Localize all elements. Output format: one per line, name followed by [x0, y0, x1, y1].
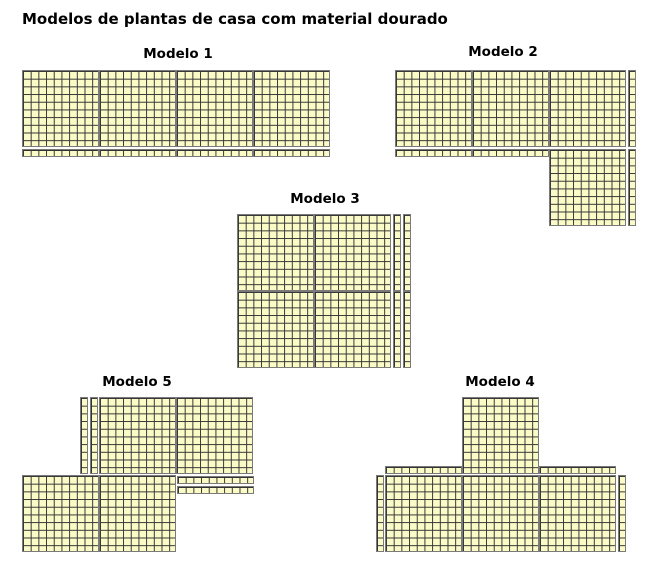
model-4-flat-block	[462, 397, 539, 474]
model-1-rod-block	[176, 149, 253, 157]
model-5-rod-block	[177, 486, 254, 494]
model-1-label: Modelo 1	[143, 46, 213, 62]
model-3-rod-block	[393, 214, 401, 291]
model-2-flat-block	[395, 70, 472, 147]
model-2-flat-block	[549, 70, 626, 147]
model-3-label: Modelo 3	[290, 191, 360, 207]
model-4-rod-block	[376, 475, 384, 552]
model-2-rod-block	[395, 149, 472, 157]
model-3-flat-block	[314, 291, 391, 368]
model-1-rod-block	[253, 149, 330, 157]
model-2-rod-block	[628, 70, 636, 147]
model-4-rod-block	[618, 475, 626, 552]
model-2-flat-block	[549, 149, 626, 226]
model-4-flat-block	[539, 475, 616, 552]
model-5-rod-block	[90, 397, 98, 474]
model-3-rod-block	[403, 214, 411, 291]
model-1-rod-block	[22, 149, 99, 157]
page-title: Modelos de plantas de casa com material …	[22, 10, 448, 28]
model-4-rod-block	[385, 466, 462, 474]
model-5-flat-block	[99, 397, 176, 474]
model-3-flat-block	[237, 214, 314, 291]
model-3-flat-block	[237, 291, 314, 368]
model-5-rod-block	[177, 476, 254, 484]
model-2-flat-block	[472, 70, 549, 147]
model-1-flat-block	[176, 70, 253, 147]
model-4-flat-block	[385, 475, 462, 552]
model-5-flat-block	[99, 475, 176, 552]
model-4-label: Modelo 4	[465, 374, 535, 390]
model-4-rod-block	[539, 466, 616, 474]
model-3-rod-block	[403, 291, 411, 368]
model-3-flat-block	[314, 214, 391, 291]
model-1-flat-block	[99, 70, 176, 147]
model-5-rod-block	[80, 397, 88, 474]
model-1-flat-block	[253, 70, 330, 147]
model-1-rod-block	[99, 149, 176, 157]
model-5-flat-block	[176, 397, 253, 474]
model-4-flat-block	[462, 475, 539, 552]
model-1-flat-block	[22, 70, 99, 147]
model-2-rod-block	[628, 149, 636, 226]
model-2-label: Modelo 2	[468, 44, 538, 60]
model-5-label: Modelo 5	[102, 374, 172, 390]
model-3-rod-block	[393, 291, 401, 368]
model-2-rod-block	[472, 149, 549, 157]
model-5-flat-block	[22, 475, 99, 552]
